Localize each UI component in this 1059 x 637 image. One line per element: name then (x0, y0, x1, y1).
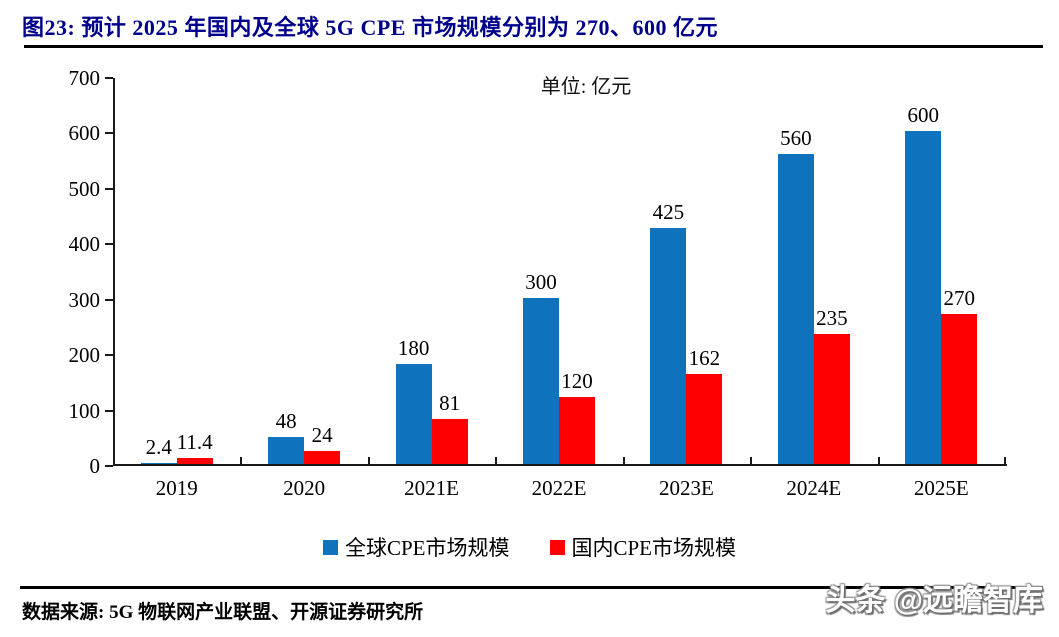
bar-value-label-domestic-cpe-2022E: 120 (561, 369, 593, 393)
y-axis-tick (105, 243, 113, 246)
legend-item-domestic-cpe: 国内CPE市场规模 (549, 532, 737, 562)
bar-global-cpe-2021E (395, 364, 432, 464)
y-axis-tick-labels: 0 100 200 300 400 500 600 700 (34, 68, 101, 477)
x-axis-tick (878, 457, 880, 464)
x-axis-tick (368, 457, 370, 464)
chart-legend: 全球CPE市场规模 国内CPE市场规模 (0, 534, 1059, 560)
y-axis-tick (105, 187, 113, 190)
bar-global-cpe-2023E (650, 228, 687, 464)
legend-swatch-global-cpe (322, 539, 338, 555)
bar-global-cpe-2020 (268, 437, 305, 464)
title-underline-rule (24, 45, 1043, 48)
y-axis-tick-label: 600 (68, 121, 101, 146)
x-axis-tick (623, 457, 625, 464)
y-axis-tick-label: 0 (89, 454, 101, 478)
y-axis-tick (105, 132, 113, 135)
figure-title: 图23: 预计 2025 年国内及全球 5G CPE 市场规模分别为 270、6… (22, 15, 718, 40)
x-axis-tick (750, 457, 752, 464)
y-axis-tick-label: 500 (68, 176, 101, 201)
legend-label-domestic-cpe: 国内CPE市场规模 (571, 536, 737, 560)
y-axis-tick-label: 200 (68, 343, 101, 368)
bar-domestic-cpe-2021E (431, 419, 468, 464)
bar-domestic-cpe-2024E (813, 334, 850, 464)
bar-value-label-domestic-cpe-2023E: 162 (688, 346, 721, 370)
legend-item-global-cpe: 全球CPE市场规模 (322, 532, 510, 562)
x-axis-category-label: 2020 (283, 476, 326, 500)
x-axis-tick (1004, 457, 1006, 464)
x-axis-category-labels: 2019 2020 2021E 2022E 2023E 2024E 2025E (113, 476, 1005, 504)
y-axis-tick (105, 77, 113, 79)
bar-domestic-cpe-2020 (304, 451, 341, 464)
bar-value-label-domestic-cpe-2019: 11.4 (176, 430, 213, 454)
x-axis-category-label: 2022E (531, 476, 587, 500)
bar-value-label-domestic-cpe-2021E: 81 (439, 391, 461, 415)
y-axis-tick-label: 400 (68, 232, 101, 257)
bar-global-cpe-2019 (140, 463, 177, 464)
x-axis-category-label: 2025E (913, 476, 969, 500)
bar-global-cpe-2024E (777, 154, 814, 464)
bar-value-label-global-cpe-2024E: 560 (780, 126, 812, 150)
bar-value-label-global-cpe-2025E: 600 (907, 103, 940, 127)
data-source-note: 数据来源: 5G 物联网产业联盟、开源证券研究所 (22, 602, 424, 623)
bar-value-label-global-cpe-2022E: 300 (525, 270, 557, 294)
x-axis-category-label: 2024E (786, 476, 842, 500)
x-axis-category-label: 2023E (659, 476, 714, 500)
y-axis-tick-label: 700 (68, 66, 101, 90)
bar-global-cpe-2025E (905, 131, 942, 464)
y-axis-tick (105, 298, 113, 301)
bar-domestic-cpe-2025E (941, 314, 978, 464)
watermark-toutiao: 头条 @远瞻智库 (825, 584, 1043, 617)
bar-value-label-global-cpe-2020: 48 (275, 409, 297, 433)
unit-label: 单位: 亿元 (540, 76, 632, 98)
x-axis-line (113, 464, 1007, 466)
bar-domestic-cpe-2022E (559, 397, 595, 464)
y-axis-tick-label: 100 (68, 398, 101, 423)
y-axis-tick (105, 409, 113, 412)
bar-value-label-domestic-cpe-2024E: 235 (816, 306, 848, 330)
bar-value-label-global-cpe-2019: 2.4 (145, 435, 172, 459)
bar-value-label-global-cpe-2023E: 425 (652, 200, 685, 224)
bar-value-label-global-cpe-2021E: 180 (397, 336, 430, 360)
x-axis-tick (240, 457, 242, 464)
x-axis-tick (113, 457, 115, 464)
x-axis-category-label: 2021E (404, 476, 459, 500)
x-axis-tick (495, 457, 497, 464)
bar-chart-plot-area: 2.4 11.4 48 24 180 81 300 120 425 162 560 235 600 270 (105, 77, 1007, 467)
y-axis-tick-label: 300 (68, 287, 101, 312)
bar-value-label-domestic-cpe-2020: 24 (311, 423, 333, 447)
y-axis-tick (105, 465, 113, 467)
x-axis-category-label: 2019 (155, 476, 198, 500)
y-axis-tick (105, 354, 113, 357)
bar-domestic-cpe-2023E (686, 374, 723, 464)
legend-swatch-domestic-cpe (549, 539, 565, 555)
y-axis-line (113, 78, 115, 466)
bar-global-cpe-2022E (523, 298, 559, 464)
bar-value-label-domestic-cpe-2025E: 270 (943, 286, 976, 310)
legend-label-global-cpe: 全球CPE市场规模 (344, 536, 510, 560)
footer-rule (20, 586, 1043, 589)
bar-domestic-cpe-2019 (176, 458, 213, 464)
